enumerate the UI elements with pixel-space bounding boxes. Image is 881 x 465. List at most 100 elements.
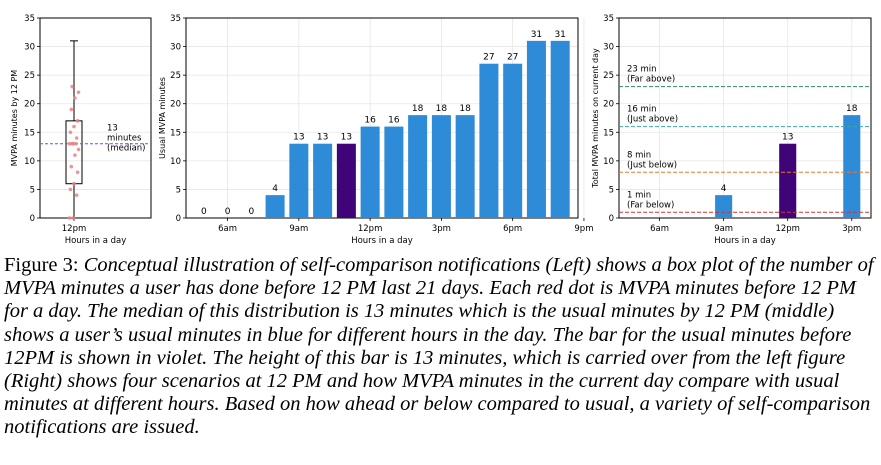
middle-chart-y-tick-label: 0 [176, 214, 181, 224]
usual-bar [479, 63, 499, 218]
data-point [71, 216, 75, 220]
middle-chart-xlabel: Hours in a day [351, 236, 413, 246]
scenario-label: 8 min [627, 150, 651, 160]
left-chart-y-tick-label: 10 [24, 157, 35, 167]
usual-bar [550, 40, 570, 218]
usual-bar-label: 13 [317, 133, 328, 143]
right-chart-x-tick-label: 3pm [842, 224, 861, 234]
usual-bar-label: 27 [483, 53, 494, 63]
left-chart-y-tick-label: 15 [24, 128, 35, 138]
current-bar [779, 143, 797, 218]
usual-bar [384, 126, 404, 218]
scenario-label: 1 min [627, 190, 651, 200]
left-chart-y-tick-label: 5 [30, 185, 35, 195]
data-point [74, 136, 79, 140]
usual-bar-label: 18 [459, 104, 471, 114]
left-chart-ylabel: MVPA minutes by 12 PM [10, 70, 19, 167]
current-bar [715, 195, 733, 218]
left-chart-y-tick-label: 20 [24, 100, 35, 110]
right-chart-y-tick-label: 35 [603, 14, 614, 24]
current-bar-label: 13 [782, 133, 793, 143]
middle-chart-y-tick-label: 20 [170, 100, 181, 110]
usual-bar [455, 115, 475, 218]
current-bar-label: 4 [721, 184, 727, 194]
usual-bar-label: 31 [554, 30, 565, 40]
middle-chart-y-tick-label: 35 [170, 14, 181, 24]
usual-bar-label: 16 [364, 116, 376, 126]
right-chart-xlabel: Hours in a day [714, 236, 776, 246]
data-point [73, 153, 77, 157]
middle-chart-ylabel: Usual MVPA minutes [158, 77, 167, 159]
middle-chart-y-tick-label: 15 [170, 128, 181, 138]
right-chart-y-tick-label: 30 [603, 43, 614, 53]
current-bar [843, 115, 861, 218]
usual-bar [503, 63, 523, 218]
data-point [74, 141, 78, 146]
data-point [71, 141, 75, 146]
data-point [69, 107, 74, 112]
usual-bar-label: 0 [248, 207, 254, 217]
data-point [67, 141, 72, 146]
left-chart-frame [39, 17, 152, 219]
right-chart-y-tick-label: 5 [609, 185, 614, 195]
usual-bar [265, 195, 285, 218]
middle-chart-frame [185, 17, 579, 219]
middle-chart-y-tick-label: 25 [170, 71, 181, 81]
right-chart-y-tick-label: 10 [603, 157, 614, 167]
figure-caption: Figure 3: Conceptual illustration of sel… [4, 254, 878, 440]
data-point [75, 170, 80, 175]
right-chart-y-tick-label: 15 [603, 128, 614, 138]
middle-chart-x-tick-label: 3pm [432, 224, 451, 234]
usual-bar-label: 4 [272, 184, 278, 194]
usual-bar [526, 40, 546, 218]
usual-bar [408, 115, 428, 218]
data-point [69, 164, 74, 169]
median-annotation-value: 13 [107, 124, 118, 134]
right-chart-frame [618, 17, 872, 219]
right-chart-x-tick-label: 6am [650, 224, 669, 234]
right-chart-y-tick-label: 20 [603, 100, 614, 110]
data-point [72, 124, 76, 129]
middle-chart-x-tick-label: 9am [289, 224, 308, 234]
data-point [68, 130, 73, 135]
middle-chart-y-tick-label: 10 [170, 157, 181, 167]
usual-bar [431, 115, 451, 218]
figure-charts: 0 5 10 15 20 25 30 35 MVPA minutes by 12 PM Hours… [10, 14, 872, 246]
left-chart-x-tick-label: 12pm [62, 224, 87, 234]
scenario-sublabel: (Just below) [627, 160, 677, 170]
data-point [74, 193, 79, 197]
data-point [72, 181, 76, 186]
left-chart-y-tick-label: 35 [24, 14, 35, 24]
usual-bar-label: 0 [225, 207, 231, 217]
scenario-sublabel: (Just above) [627, 115, 678, 125]
data-point [67, 216, 72, 220]
left-chart-y-tick-label: 0 [30, 214, 35, 224]
usual-bar [360, 126, 380, 218]
data-point [75, 119, 80, 123]
right-chart-ylabel: Total MVPA minutes on current day [591, 48, 600, 189]
usual-bar-label: 13 [293, 133, 304, 143]
caption-label: Figure 3: [4, 254, 79, 276]
right-chart-x-tick-label: 12pm [775, 224, 800, 234]
data-point [68, 187, 73, 192]
usual-bar-label: 0 [201, 207, 207, 217]
middle-chart-y-tick-label: 5 [176, 185, 181, 195]
data-point [76, 90, 81, 95]
right-chart-y-tick-label: 0 [609, 214, 614, 224]
current-bar-label: 18 [846, 104, 858, 114]
usual-bar-label: 13 [341, 133, 352, 143]
usual-bar [289, 143, 309, 218]
data-point [76, 147, 81, 152]
usual-bar-label: 16 [388, 116, 400, 126]
middle-chart-x-tick-label: 6am [218, 224, 237, 234]
middle-chart-y-tick-label: 30 [170, 43, 181, 53]
usual-bar [313, 143, 333, 218]
data-point [70, 84, 74, 89]
scenario-sublabel: (Far above) [627, 75, 675, 85]
data-point [73, 96, 77, 100]
scenario-sublabel: (Far below) [627, 200, 674, 210]
usual-bar-label: 31 [531, 30, 542, 40]
caption-text: Conceptual illustration of self-comparis… [4, 254, 874, 439]
middle-chart-x-tick-label: 9pm [574, 224, 593, 234]
left-chart-y-tick-label: 25 [24, 71, 35, 81]
